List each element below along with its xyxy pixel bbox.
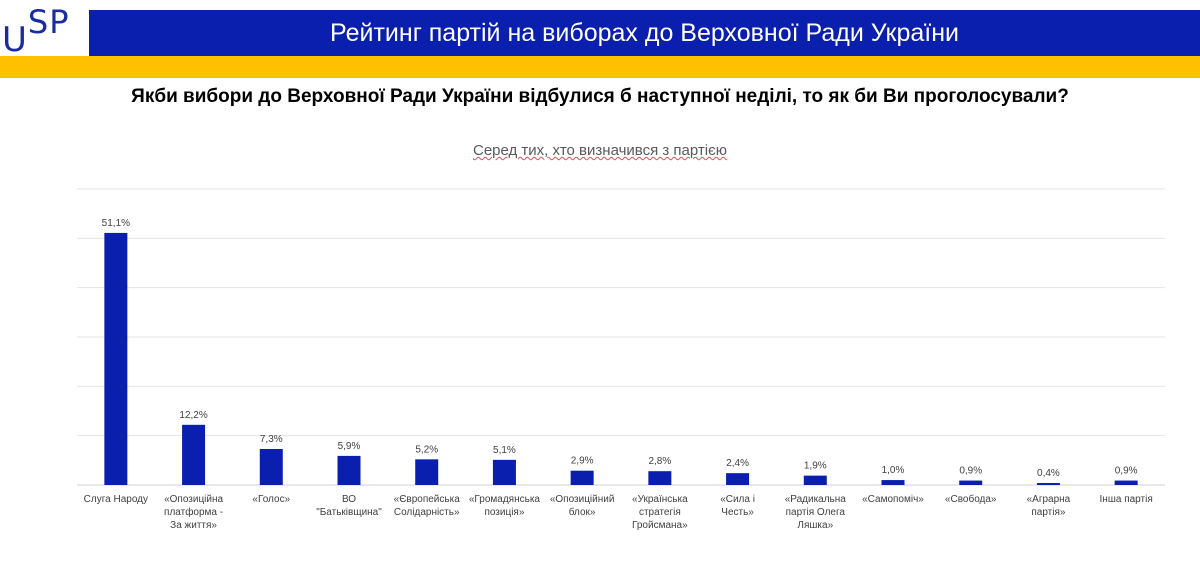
- data-label: 5,2%: [415, 444, 438, 455]
- data-label: 2,9%: [571, 456, 594, 467]
- category-label: «Громадянська позиція»: [469, 494, 541, 518]
- bar: [570, 470, 594, 485]
- bar: [1036, 483, 1060, 485]
- category-label: «Голос»: [252, 494, 290, 505]
- bar: [337, 455, 361, 485]
- category-label: «Українська стратегія Гройсмана»: [632, 494, 688, 531]
- bar: [1114, 480, 1138, 485]
- category-label: ВО "Батьківщина": [316, 494, 382, 518]
- category-label: «Опозиційний блок»: [550, 494, 615, 518]
- data-label: 0,4%: [1037, 468, 1060, 479]
- bar: [726, 473, 750, 485]
- data-label: 1,0%: [882, 465, 905, 476]
- category-label: «Опозиційна платформа -За життя»: [164, 494, 223, 531]
- header-title: Рейтинг партій на виборах до Верховної Р…: [330, 18, 959, 47]
- data-label: 5,1%: [493, 445, 516, 456]
- category-label: «Радикальна партія Олега Ляшка»: [785, 494, 847, 531]
- bar: [959, 480, 983, 485]
- header-banner: Рейтинг партій на виборах до Верховної Р…: [89, 10, 1200, 56]
- survey-question: Якби вибори до Верховної Ради України ві…: [131, 86, 1069, 107]
- usp-logo: USP: [2, 3, 70, 60]
- category-label: «Свобода»: [945, 493, 997, 505]
- data-label: 2,4%: [726, 458, 749, 469]
- data-label: 0,9%: [1115, 466, 1138, 477]
- data-label: 2,8%: [648, 456, 671, 467]
- chart-title: Серед тих, хто визначився з партією: [472, 142, 727, 159]
- bar: [104, 232, 128, 485]
- data-label: 1,9%: [804, 461, 827, 472]
- bar: [881, 480, 905, 485]
- data-label: 12,2%: [179, 410, 207, 421]
- bar: [803, 475, 827, 485]
- category-label: Слуга Народу: [84, 494, 148, 505]
- bar: [648, 471, 672, 485]
- category-label: «Європейська Солідарність»: [394, 494, 461, 518]
- data-label: 51,1%: [102, 218, 130, 229]
- yellow-stripe: [0, 56, 1200, 78]
- category-label: «Аграрна партія»: [1027, 494, 1071, 518]
- category-label: «Самопоміч»: [862, 494, 924, 505]
- bar: [259, 448, 283, 485]
- bar: [492, 459, 516, 485]
- data-label: 5,9%: [338, 441, 361, 452]
- category-label: «Сила і Честь»: [720, 494, 755, 518]
- bar: [415, 459, 439, 485]
- data-label: 7,3%: [260, 434, 283, 445]
- category-label: Інша партія: [1100, 494, 1153, 505]
- data-label: 0,9%: [959, 466, 982, 477]
- bar: [182, 424, 206, 485]
